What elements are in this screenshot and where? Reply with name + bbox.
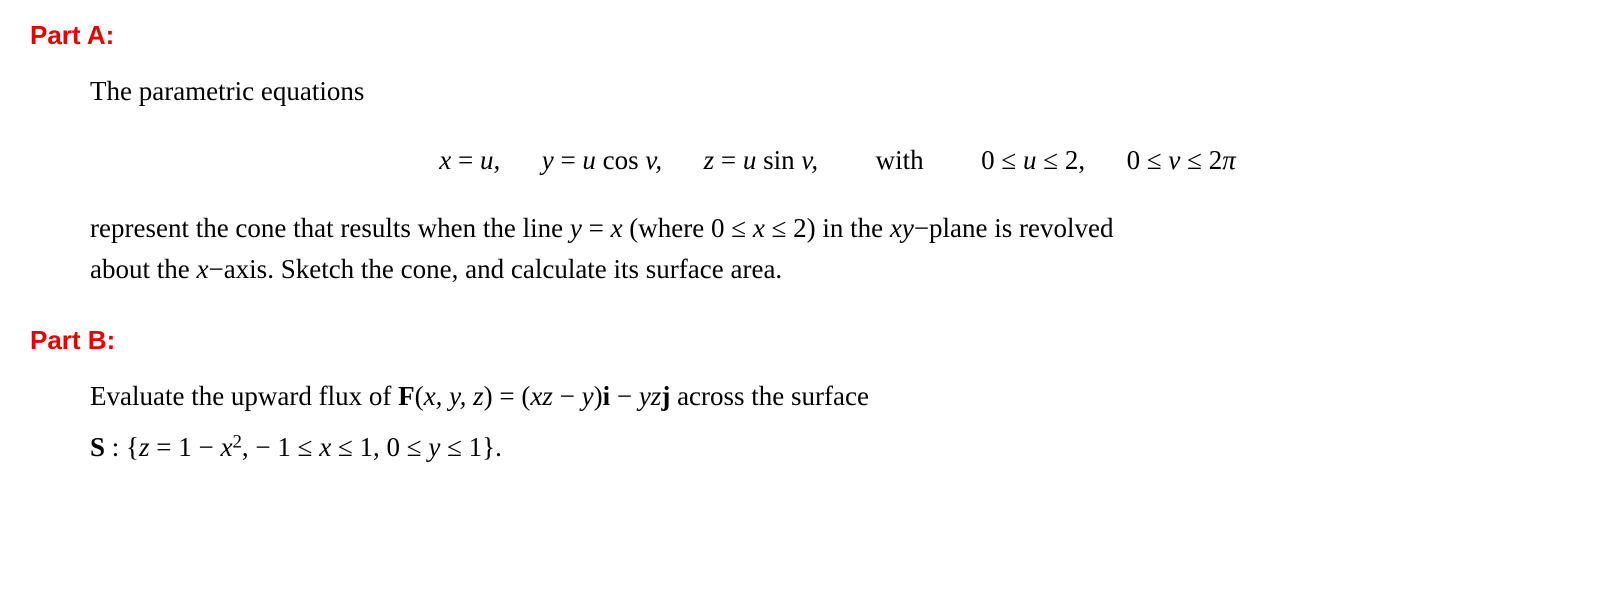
part-a-desc-line2: about the x−axis. Sketch the cone, and c… xyxy=(90,249,1585,290)
eq-z-rhs-b: v, xyxy=(801,145,818,175)
b2g: ≤ 1, 0 ≤ xyxy=(331,432,428,462)
eq-cos: cos xyxy=(603,145,646,175)
eq-y-rhs-a: u xyxy=(582,145,596,175)
eq-r1b: u xyxy=(1023,145,1037,175)
b1j: − xyxy=(610,381,639,411)
part-a-label: Part A: xyxy=(30,20,1585,51)
part-b-label: Part B: xyxy=(30,325,1585,356)
part-b-line1: Evaluate the upward flux of F(x, y, z) =… xyxy=(90,376,1585,417)
d2a: about the xyxy=(90,254,196,284)
b2i: ≤ 1}. xyxy=(440,432,502,462)
b1l: j xyxy=(661,381,670,411)
b2c: = 1 − xyxy=(150,432,221,462)
b1c: x, y, z xyxy=(424,381,484,411)
eq-r2a: 0 ≤ xyxy=(1127,145,1169,175)
eq-y-rhs-b: v, xyxy=(645,145,662,175)
b1i: i xyxy=(603,381,611,411)
b2d: x xyxy=(220,432,232,462)
part-b-line2: S : {z = 1 − x2, − 1 ≤ x ≤ 1, 0 ≤ y ≤ 1}… xyxy=(90,427,1585,468)
d1h: xy xyxy=(890,213,914,243)
eq-r1a: 0 ≤ xyxy=(981,145,1023,175)
part-a-body: The parametric equations x = u, y = u co… xyxy=(90,71,1585,289)
b2b: z xyxy=(139,432,150,462)
part-b-body: Evaluate the upward flux of F(x, y, z) =… xyxy=(90,376,1585,467)
d1f: x xyxy=(753,213,765,243)
d1a: represent the cone that results when the… xyxy=(90,213,570,243)
b1a: Evaluate the upward flux of xyxy=(90,381,398,411)
b2a: : { xyxy=(105,432,139,462)
b1k: yz xyxy=(639,381,662,411)
d2c: −axis. Sketch the cone, and calculate it… xyxy=(208,254,782,284)
eq-r2b: v xyxy=(1168,145,1180,175)
d1d: x xyxy=(611,213,623,243)
b1d: ) = ( xyxy=(484,381,531,411)
eq-with: with xyxy=(876,145,924,175)
d1b: y xyxy=(570,213,582,243)
eq-x-lhs: x xyxy=(439,145,451,175)
d1c: = xyxy=(582,213,611,243)
b2S: S xyxy=(90,432,105,462)
part-a-equation: x = u, y = u cos v, z = u sin v, with 0 … xyxy=(90,140,1585,181)
d2b: x xyxy=(196,254,208,284)
b1b: ( xyxy=(415,381,424,411)
b1e: xz xyxy=(530,381,553,411)
b2f: x xyxy=(319,432,331,462)
part-a-desc-line1: represent the cone that results when the… xyxy=(90,208,1585,249)
eq-eq1: = xyxy=(458,145,480,175)
part-a-intro: The parametric equations xyxy=(90,71,1585,112)
d1i: −plane is revolved xyxy=(914,213,1114,243)
eq-sin: sin xyxy=(763,145,801,175)
eq-z-rhs-a: u xyxy=(743,145,757,175)
eq-x-rhs: u, xyxy=(480,145,500,175)
eq-y-lhs: y xyxy=(542,145,554,175)
eq-eq3: = xyxy=(721,145,743,175)
eq-r1c: ≤ 2, xyxy=(1037,145,1086,175)
eq-pi: π xyxy=(1222,145,1236,175)
b1g: y xyxy=(582,381,594,411)
eq-r2c: ≤ 2 xyxy=(1180,145,1222,175)
b1h: ) xyxy=(594,381,603,411)
eq-eq2: = xyxy=(560,145,582,175)
d1e: (where 0 ≤ xyxy=(623,213,753,243)
eq-z-lhs: z xyxy=(704,145,715,175)
b2e: , − 1 ≤ xyxy=(242,432,319,462)
b1m: across the surface xyxy=(670,381,869,411)
b2h: y xyxy=(428,432,440,462)
d1g: ≤ 2) in the xyxy=(765,213,890,243)
b1f: − xyxy=(553,381,582,411)
b2sup: 2 xyxy=(232,431,241,452)
b1F: F xyxy=(398,381,415,411)
